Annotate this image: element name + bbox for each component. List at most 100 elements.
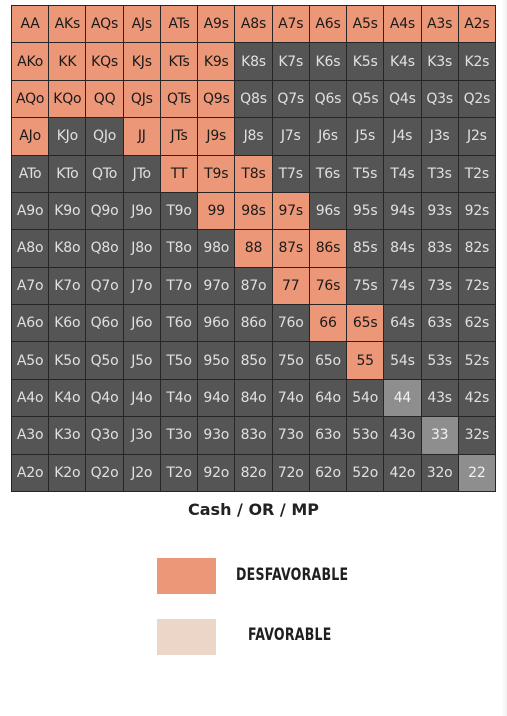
hand-cell-A6o: A6o <box>12 305 49 342</box>
hand-cell-63s: 63s <box>421 305 458 342</box>
hand-cell-T3s: T3s <box>421 155 458 192</box>
hand-cell-J4o: J4o <box>123 379 160 417</box>
hand-cell-Q5s: Q5s <box>347 80 384 118</box>
hand-cell-T2o: T2o <box>160 454 198 491</box>
legend-swatch-favorable <box>157 619 216 655</box>
hand-cell-AJs: AJs <box>123 6 160 43</box>
hand-cell-53s: 53s <box>421 342 458 379</box>
hand-cell-J8s: J8s <box>235 118 272 155</box>
hand-cell-Q3o: Q3o <box>86 417 123 454</box>
page-edge <box>501 0 507 716</box>
hand-cell-T5o: T5o <box>160 342 198 379</box>
hand-cell-93s: 93s <box>421 192 458 230</box>
hand-cell-QQ: QQ <box>86 80 123 118</box>
hand-cell-AJo: AJo <box>12 118 49 155</box>
hand-cell-43s: 43s <box>421 379 458 417</box>
hand-cell-A2o: A2o <box>12 454 49 491</box>
hand-cell-76s: 76s <box>309 267 347 305</box>
hand-cell-96s: 96s <box>309 192 347 230</box>
hand-cell-76o: 76o <box>272 305 309 342</box>
hand-cell-75s: 75s <box>347 267 384 305</box>
hand-cell-K9s: K9s <box>198 43 235 80</box>
hand-cell-66: 66 <box>309 305 347 342</box>
hand-cell-64s: 64s <box>384 305 421 342</box>
hand-cell-J3s: J3s <box>421 118 458 155</box>
hand-cell-74s: 74s <box>384 267 421 305</box>
hand-cell-J4s: J4s <box>384 118 421 155</box>
hand-cell-K6s: K6s <box>309 43 347 80</box>
hand-cell-K2s: K2s <box>458 43 495 80</box>
hand-cell-QJo: QJo <box>86 118 123 155</box>
hand-cell-A5s: A5s <box>347 6 384 43</box>
hand-cell-75o: 75o <box>272 342 309 379</box>
hand-cell-Q2o: Q2o <box>86 454 123 491</box>
hand-cell-K7s: K7s <box>272 43 309 80</box>
hand-cell-T9o: T9o <box>160 192 198 230</box>
hand-cell-33: 33 <box>421 417 458 454</box>
hand-cell-T9s: T9s <box>198 155 235 192</box>
hand-cell-J9o: J9o <box>123 192 160 230</box>
hand-cell-93o: 93o <box>198 417 235 454</box>
hand-cell-K5s: K5s <box>347 43 384 80</box>
hand-cell-A5o: A5o <box>12 342 49 379</box>
hand-cell-K3s: K3s <box>421 43 458 80</box>
hand-cell-A8s: A8s <box>235 6 272 43</box>
hand-cell-Q7s: Q7s <box>272 80 309 118</box>
hand-cell-94s: 94s <box>384 192 421 230</box>
hand-cell-A9o: A9o <box>12 192 49 230</box>
hand-cell-A4o: A4o <box>12 379 49 417</box>
chart-caption: Cash / OR / MP <box>188 500 319 519</box>
hand-cell-ATs: ATs <box>160 6 198 43</box>
hand-cell-86o: 86o <box>235 305 272 342</box>
hand-cell-K4s: K4s <box>384 43 421 80</box>
hand-cell-KQo: KQo <box>49 80 86 118</box>
hand-cell-87s: 87s <box>272 230 309 267</box>
hand-cell-K7o: K7o <box>49 267 86 305</box>
hand-cell-A2s: A2s <box>458 6 495 43</box>
hand-cell-J8o: J8o <box>123 230 160 267</box>
hand-cell-Q2s: Q2s <box>458 80 495 118</box>
hand-cell-Q9s: Q9s <box>198 80 235 118</box>
hand-cell-ATo: ATo <box>12 155 49 192</box>
hand-cell-62o: 62o <box>309 454 347 491</box>
hand-cell-92o: 92o <box>198 454 235 491</box>
hand-cell-85s: 85s <box>347 230 384 267</box>
hand-cell-TT: TT <box>160 155 198 192</box>
hand-cell-J2s: J2s <box>458 118 495 155</box>
hand-cell-AKs: AKs <box>49 6 86 43</box>
hand-cell-JJ: JJ <box>123 118 160 155</box>
hand-cell-A6s: A6s <box>309 6 347 43</box>
hand-cell-85o: 85o <box>235 342 272 379</box>
hand-cell-KTs: KTs <box>160 43 198 80</box>
hand-cell-52o: 52o <box>347 454 384 491</box>
hand-cell-J6s: J6s <box>309 118 347 155</box>
hand-cell-KTo: KTo <box>49 155 86 192</box>
hand-cell-AQo: AQo <box>12 80 49 118</box>
hand-cell-K9o: K9o <box>49 192 86 230</box>
hand-cell-J9s: J9s <box>198 118 235 155</box>
hand-cell-84s: 84s <box>384 230 421 267</box>
hand-cell-KK: KK <box>49 43 86 80</box>
hand-cell-J6o: J6o <box>123 305 160 342</box>
hand-cell-55: 55 <box>347 342 384 379</box>
hand-cell-92s: 92s <box>458 192 495 230</box>
hand-cell-82s: 82s <box>458 230 495 267</box>
hand-cell-72s: 72s <box>458 267 495 305</box>
hand-cell-T8o: T8o <box>160 230 198 267</box>
hand-cell-K6o: K6o <box>49 305 86 342</box>
hand-cell-K3o: K3o <box>49 417 86 454</box>
hand-cell-73o: 73o <box>272 417 309 454</box>
hand-cell-97s: 97s <box>272 192 309 230</box>
hand-cell-52s: 52s <box>458 342 495 379</box>
hand-cell-83s: 83s <box>421 230 458 267</box>
hand-cell-54s: 54s <box>384 342 421 379</box>
hand-cell-T8s: T8s <box>235 155 272 192</box>
hand-cell-T2s: T2s <box>458 155 495 192</box>
hand-cell-32o: 32o <box>421 454 458 491</box>
hand-cell-42s: 42s <box>458 379 495 417</box>
hand-range-grid: AA AKs AQs AJs ATs A9s A8s A7s A6s A5s A4s A3s A2s AK… <box>11 5 496 492</box>
hand-cell-Q4o: Q4o <box>86 379 123 417</box>
hand-cell-QTo: QTo <box>86 155 123 192</box>
hand-cell-Q6s: Q6s <box>309 80 347 118</box>
hand-cell-K8s: K8s <box>235 43 272 80</box>
